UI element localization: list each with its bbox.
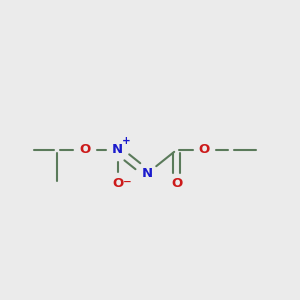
Text: N: N xyxy=(142,167,153,180)
Text: O: O xyxy=(171,177,182,190)
Text: O: O xyxy=(199,143,210,157)
Text: O: O xyxy=(80,143,91,157)
Text: O: O xyxy=(112,177,123,190)
Text: −: − xyxy=(123,176,131,187)
Text: N: N xyxy=(112,143,123,157)
Text: +: + xyxy=(122,136,130,146)
